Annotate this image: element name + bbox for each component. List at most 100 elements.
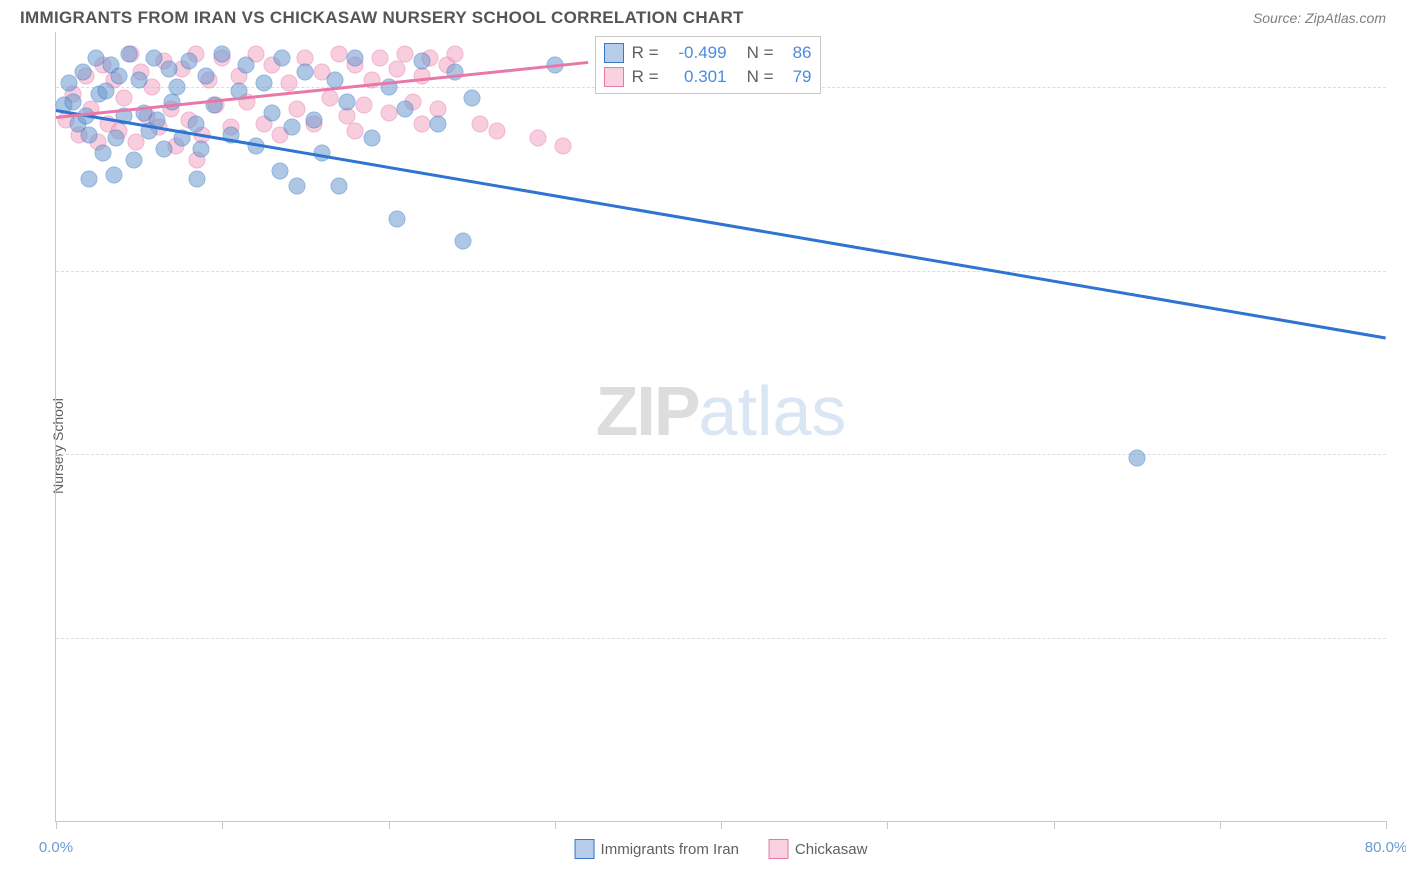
scatter-point [297,64,314,81]
scatter-point [455,233,472,250]
scatter-point [121,46,138,63]
stat-n-label: N = [747,43,774,63]
scatter-point [488,123,505,140]
scatter-point [397,46,414,63]
x-tick [721,821,722,829]
watermark-zip: ZIP [596,372,699,450]
scatter-point [126,152,143,169]
scatter-point [214,46,231,63]
scatter-point [237,57,254,74]
scatter-point [280,75,297,92]
chart-header: IMMIGRANTS FROM IRAN VS CHICKASAW NURSER… [0,0,1406,32]
scatter-point [106,167,123,184]
gridline [56,271,1386,272]
y-tick-label: 95.0% [1396,262,1406,279]
plot-surface: ZIPatlas 85.0%90.0%95.0%100.0%0.0%80.0%R… [56,32,1386,821]
scatter-point [189,170,206,187]
legend-swatch-icon [604,67,624,87]
x-tick [389,821,390,829]
scatter-point [363,130,380,147]
scatter-point [64,93,81,110]
y-tick-label: 90.0% [1396,446,1406,463]
scatter-point [322,90,339,107]
scatter-point [111,68,128,85]
scatter-point [355,97,372,114]
y-tick-label: 85.0% [1396,629,1406,646]
scatter-point [274,49,291,66]
scatter-point [388,60,405,77]
scatter-point [164,93,181,110]
stat-n-label: N = [747,67,774,87]
x-tick-label: 80.0% [1365,839,1406,856]
chart-source: Source: ZipAtlas.com [1253,10,1386,26]
gridline [56,454,1386,455]
x-tick-label: 0.0% [39,839,73,856]
scatter-point [413,68,430,85]
legend-label: Chickasaw [795,841,868,858]
scatter-point [347,123,364,140]
scatter-point [1128,449,1145,466]
scatter-point [131,71,148,88]
scatter-point [372,49,389,66]
scatter-point [289,178,306,195]
scatter-point [181,53,198,70]
scatter-point [272,163,289,180]
scatter-point [305,112,322,129]
scatter-point [330,46,347,63]
x-tick [555,821,556,829]
scatter-point [107,130,124,147]
scatter-point [169,79,186,96]
scatter-point [187,115,204,132]
stats-row: R = -0.499 N = 86 [604,41,812,65]
scatter-point [463,90,480,107]
x-tick [1054,821,1055,829]
scatter-point [255,75,272,92]
scatter-point [447,64,464,81]
scatter-point [81,170,98,187]
legend-label: Immigrants from Iran [601,841,739,858]
stat-r-value: 0.301 [667,67,727,87]
scatter-point [347,49,364,66]
legend-swatch-icon [769,839,789,859]
y-tick-label: 100.0% [1396,79,1406,96]
scatter-point [161,60,178,77]
x-tick [887,821,888,829]
scatter-point [413,53,430,70]
scatter-point [413,115,430,132]
scatter-point [397,101,414,118]
stats-row: R = 0.301 N = 79 [604,65,812,89]
x-tick [1386,821,1387,829]
legend-swatch-icon [575,839,595,859]
scatter-point [284,119,301,136]
scatter-point [555,137,572,154]
scatter-point [388,211,405,228]
scatter-point [116,90,133,107]
legend: Immigrants from Iran Chickasaw [575,839,868,859]
scatter-point [530,130,547,147]
scatter-point [74,64,91,81]
scatter-point [471,115,488,132]
scatter-point [81,126,98,143]
trend-line [56,109,1386,339]
scatter-point [338,93,355,110]
scatter-point [146,49,163,66]
scatter-point [192,141,209,158]
stat-n-value: 79 [782,67,812,87]
x-tick [222,821,223,829]
chart-plot-area: ZIPatlas 85.0%90.0%95.0%100.0%0.0%80.0%R… [55,32,1386,822]
scatter-point [97,82,114,99]
scatter-point [330,178,347,195]
stat-r-value: -0.499 [667,43,727,63]
x-tick [1220,821,1221,829]
scatter-point [264,104,281,121]
scatter-point [289,101,306,118]
stat-r-label: R = [632,43,659,63]
legend-item: Chickasaw [769,839,868,859]
watermark-atlas: atlas [699,372,847,450]
gridline [56,638,1386,639]
stat-n-value: 86 [782,43,812,63]
stat-r-label: R = [632,67,659,87]
legend-swatch-icon [604,43,624,63]
watermark: ZIPatlas [596,371,847,451]
scatter-point [94,145,111,162]
